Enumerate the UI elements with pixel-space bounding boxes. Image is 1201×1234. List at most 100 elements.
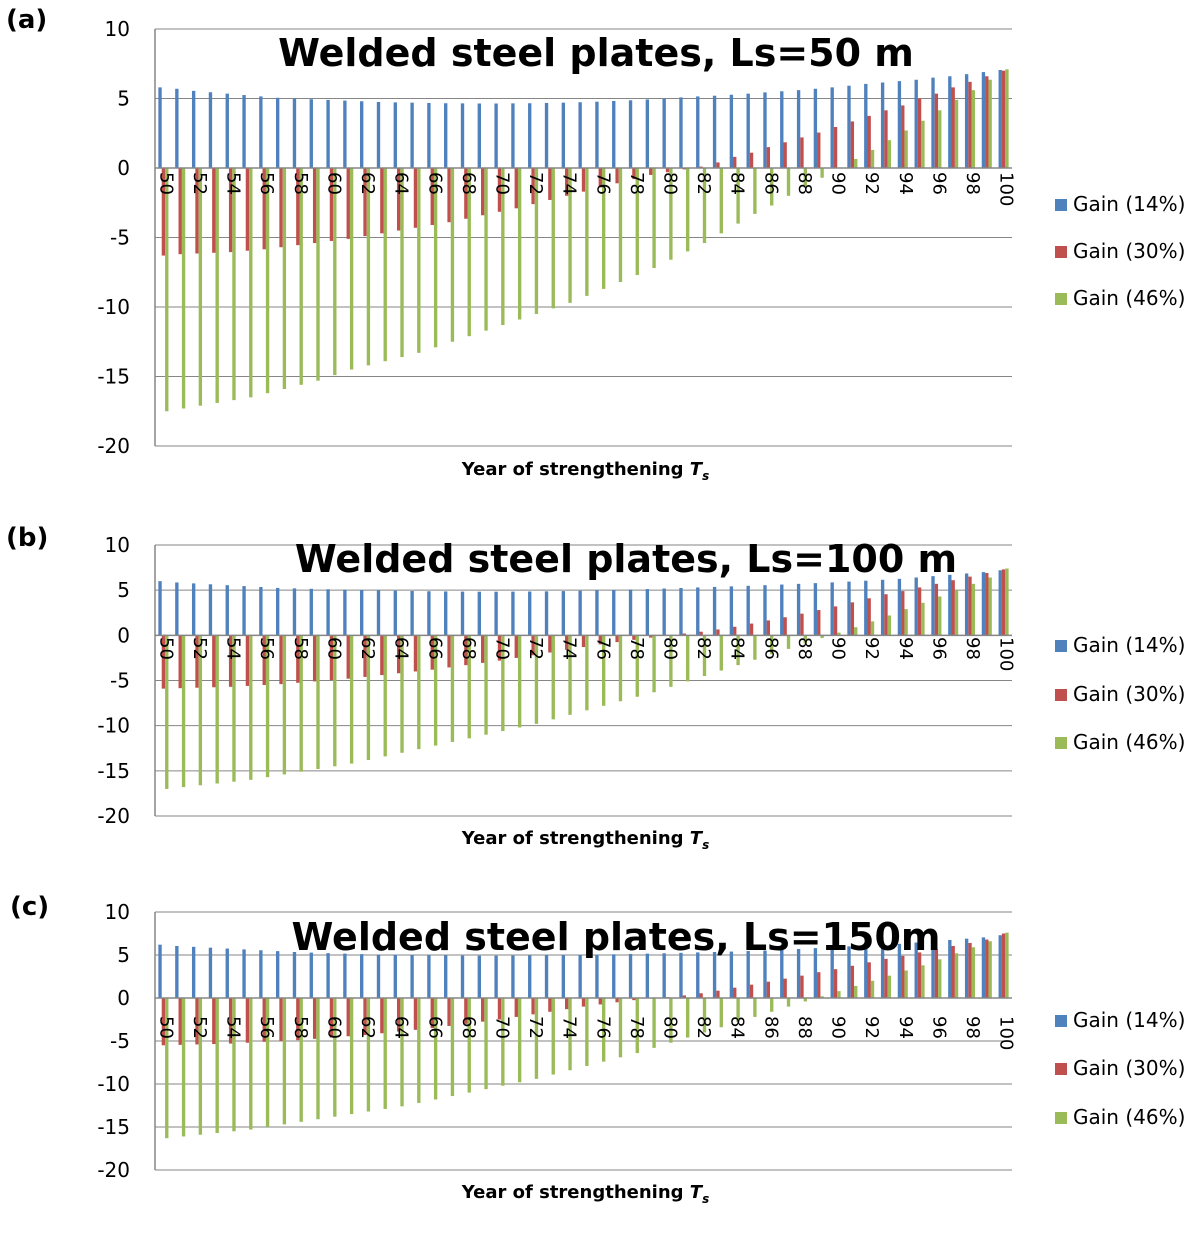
bar-2 <box>686 168 690 252</box>
bar-0 <box>158 581 162 636</box>
bar-1 <box>850 602 855 636</box>
bar-1 <box>632 635 636 640</box>
bar-2 <box>333 635 337 767</box>
bar-1 <box>212 168 216 253</box>
bar-2 <box>299 635 303 772</box>
bar-2 <box>484 998 488 1090</box>
bar-1 <box>228 998 233 1044</box>
x-axis-label-subscript: s <box>702 1192 709 1206</box>
x-tick-label: 70 <box>491 172 512 195</box>
legend-swatch-0 <box>1055 1015 1067 1027</box>
bar-1 <box>363 998 367 1035</box>
bar-0 <box>191 90 196 168</box>
bar-2 <box>719 998 723 1028</box>
bar-0 <box>444 955 448 998</box>
bar-2 <box>198 635 203 786</box>
bar-0 <box>931 77 935 168</box>
bar-1 <box>968 942 972 998</box>
bar-1 <box>497 998 502 1020</box>
legend-swatch-1 <box>1055 689 1067 701</box>
bar-1 <box>833 606 838 636</box>
bar-1 <box>161 635 166 689</box>
bar-2 <box>517 168 522 320</box>
bar-0 <box>645 953 650 998</box>
bar-2 <box>501 998 505 1086</box>
bar-1 <box>480 635 485 663</box>
bar-0 <box>796 948 801 998</box>
x-tick-label: 98 <box>962 637 983 660</box>
bar-2 <box>551 635 555 720</box>
panel-label: (b) <box>6 523 48 553</box>
bar-2 <box>534 998 539 1079</box>
bar-0 <box>830 582 834 636</box>
bar-0 <box>628 589 633 636</box>
bar-0 <box>343 589 347 636</box>
bar-0 <box>360 954 364 998</box>
bar-0 <box>612 101 616 168</box>
bar-1 <box>783 978 787 998</box>
bar-0 <box>561 591 566 636</box>
x-tick-label: 74 <box>559 1016 580 1039</box>
bar-2 <box>635 998 639 1054</box>
bar-2 <box>534 635 539 724</box>
x-tick-label: 88 <box>794 1016 815 1039</box>
x-tick-label: 60 <box>323 637 344 660</box>
bar-1 <box>850 965 855 998</box>
x-tick-label: 86 <box>760 637 781 660</box>
x-tick-label: 68 <box>458 172 479 195</box>
x-tick-label: 90 <box>828 1016 849 1039</box>
bar-2 <box>215 635 219 784</box>
bar-0 <box>427 955 431 998</box>
bar-0 <box>544 591 549 636</box>
x-tick-label: 80 <box>660 637 681 660</box>
bar-1 <box>581 168 586 192</box>
bar-0 <box>981 937 986 998</box>
bar-0 <box>645 99 650 168</box>
x-tick-label: 78 <box>626 637 647 660</box>
bar-2 <box>198 168 203 406</box>
bar-2 <box>803 998 807 1002</box>
bar-0 <box>612 954 616 998</box>
bar-1 <box>951 87 955 168</box>
bar-2 <box>333 998 337 1117</box>
bar-0 <box>662 98 666 168</box>
bar-1 <box>733 626 737 636</box>
bar-2 <box>400 998 404 1107</box>
bar-0 <box>813 583 818 636</box>
bar-2 <box>349 998 354 1115</box>
bar-1 <box>346 635 350 679</box>
bar-2 <box>450 998 455 1097</box>
bar-0 <box>242 949 246 998</box>
bar-1 <box>581 635 586 648</box>
bar-2 <box>282 168 287 390</box>
x-tick-label: 66 <box>424 172 445 195</box>
bar-2 <box>165 168 169 412</box>
bar-0 <box>528 103 532 168</box>
bar-1 <box>833 126 838 168</box>
bar-0 <box>225 948 229 998</box>
bar-1 <box>565 168 569 196</box>
bar-1 <box>380 635 384 676</box>
bar-2 <box>719 168 723 234</box>
bar-2 <box>921 120 925 168</box>
bar-0 <box>494 955 498 998</box>
bar-1 <box>716 990 720 998</box>
x-tick-label: 88 <box>794 172 815 195</box>
x-tick-label: 100 <box>996 637 1017 671</box>
bar-1 <box>598 998 602 1005</box>
bar-1 <box>800 613 804 636</box>
bar-1 <box>279 635 283 685</box>
bar-0 <box>780 584 784 636</box>
legend-swatch-2 <box>1055 1112 1067 1124</box>
x-tick-label: 96 <box>928 1016 949 1039</box>
bar-0 <box>393 102 397 168</box>
bar-0 <box>897 578 902 636</box>
bar-0 <box>864 580 868 636</box>
x-tick-label: 86 <box>760 1016 781 1039</box>
bar-0 <box>662 953 666 998</box>
bar-2 <box>333 168 337 376</box>
bar-1 <box>212 635 216 688</box>
